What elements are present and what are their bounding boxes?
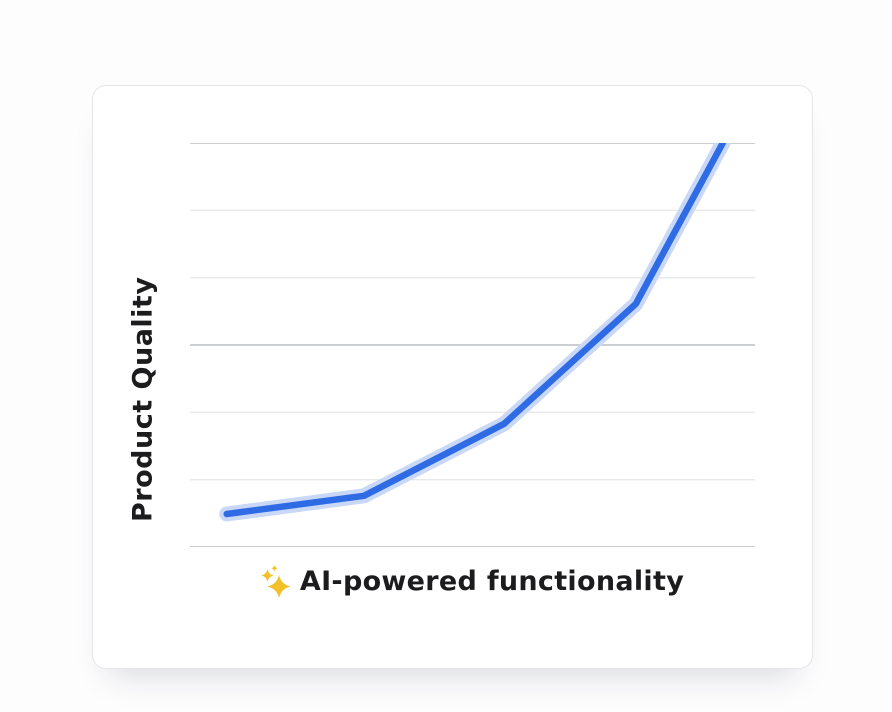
x-axis-label: AI-powered functionality <box>299 565 685 597</box>
y-axis-label: Product Quality <box>127 276 159 522</box>
x-axis-label-row: AI-powered functionality <box>190 559 755 603</box>
gridlines <box>190 143 755 547</box>
sparkles-icon <box>261 564 291 598</box>
line-chart-plot <box>190 143 755 547</box>
chart-card: Product Quality AI-powered functionality <box>92 85 813 669</box>
line-series-halo <box>219 143 731 522</box>
line-series <box>223 143 727 518</box>
